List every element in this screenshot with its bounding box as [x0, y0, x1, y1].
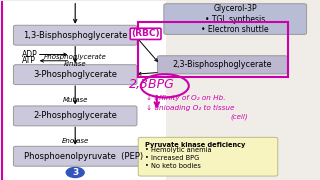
- Text: (cell): (cell): [230, 113, 248, 120]
- Text: Enolase: Enolase: [61, 138, 89, 144]
- FancyBboxPatch shape: [138, 137, 278, 176]
- Text: 1,3-Bisphosphoglycerate: 1,3-Bisphosphoglycerate: [23, 31, 127, 40]
- FancyBboxPatch shape: [13, 65, 137, 85]
- Text: ↓ unloading O₂ to tissue: ↓ unloading O₂ to tissue: [146, 105, 234, 111]
- Text: • Hemolytic anemia: • Hemolytic anemia: [145, 147, 211, 153]
- Text: 2-Phosphoglycerate: 2-Phosphoglycerate: [33, 111, 117, 120]
- Bar: [0, 1, 166, 180]
- Text: • Increased BPG: • Increased BPG: [145, 155, 199, 161]
- FancyBboxPatch shape: [157, 56, 287, 74]
- Text: Glycerol-3P
• TGL synthesis
• Electron shuttle: Glycerol-3P • TGL synthesis • Electron s…: [201, 4, 269, 34]
- Text: 2,3-Bisphosphoglycerate: 2,3-Bisphosphoglycerate: [173, 60, 272, 69]
- Circle shape: [66, 167, 84, 177]
- Text: (RBC): (RBC): [131, 29, 160, 38]
- Text: Mutase: Mutase: [62, 97, 88, 103]
- Bar: [138, 22, 288, 77]
- Text: 3-Phosphoglycerate: 3-Phosphoglycerate: [33, 70, 117, 79]
- FancyBboxPatch shape: [13, 25, 137, 45]
- Text: 2,3BPG: 2,3BPG: [129, 78, 175, 91]
- Text: Phosphoenolpyruvate  (PEP): Phosphoenolpyruvate (PEP): [24, 152, 143, 161]
- Text: Phosphoglycerate
kinase: Phosphoglycerate kinase: [44, 54, 107, 67]
- FancyBboxPatch shape: [164, 4, 307, 34]
- Text: ADP: ADP: [22, 50, 38, 59]
- Text: ↓ affinity of O₂ on Hb.: ↓ affinity of O₂ on Hb.: [146, 95, 225, 102]
- FancyBboxPatch shape: [13, 146, 153, 166]
- FancyBboxPatch shape: [13, 106, 137, 126]
- Text: Pyruvate kinase deficiency: Pyruvate kinase deficiency: [145, 142, 245, 148]
- Text: ATP: ATP: [22, 56, 36, 65]
- Text: 3: 3: [72, 168, 78, 177]
- Text: • No keto bodies: • No keto bodies: [145, 163, 201, 169]
